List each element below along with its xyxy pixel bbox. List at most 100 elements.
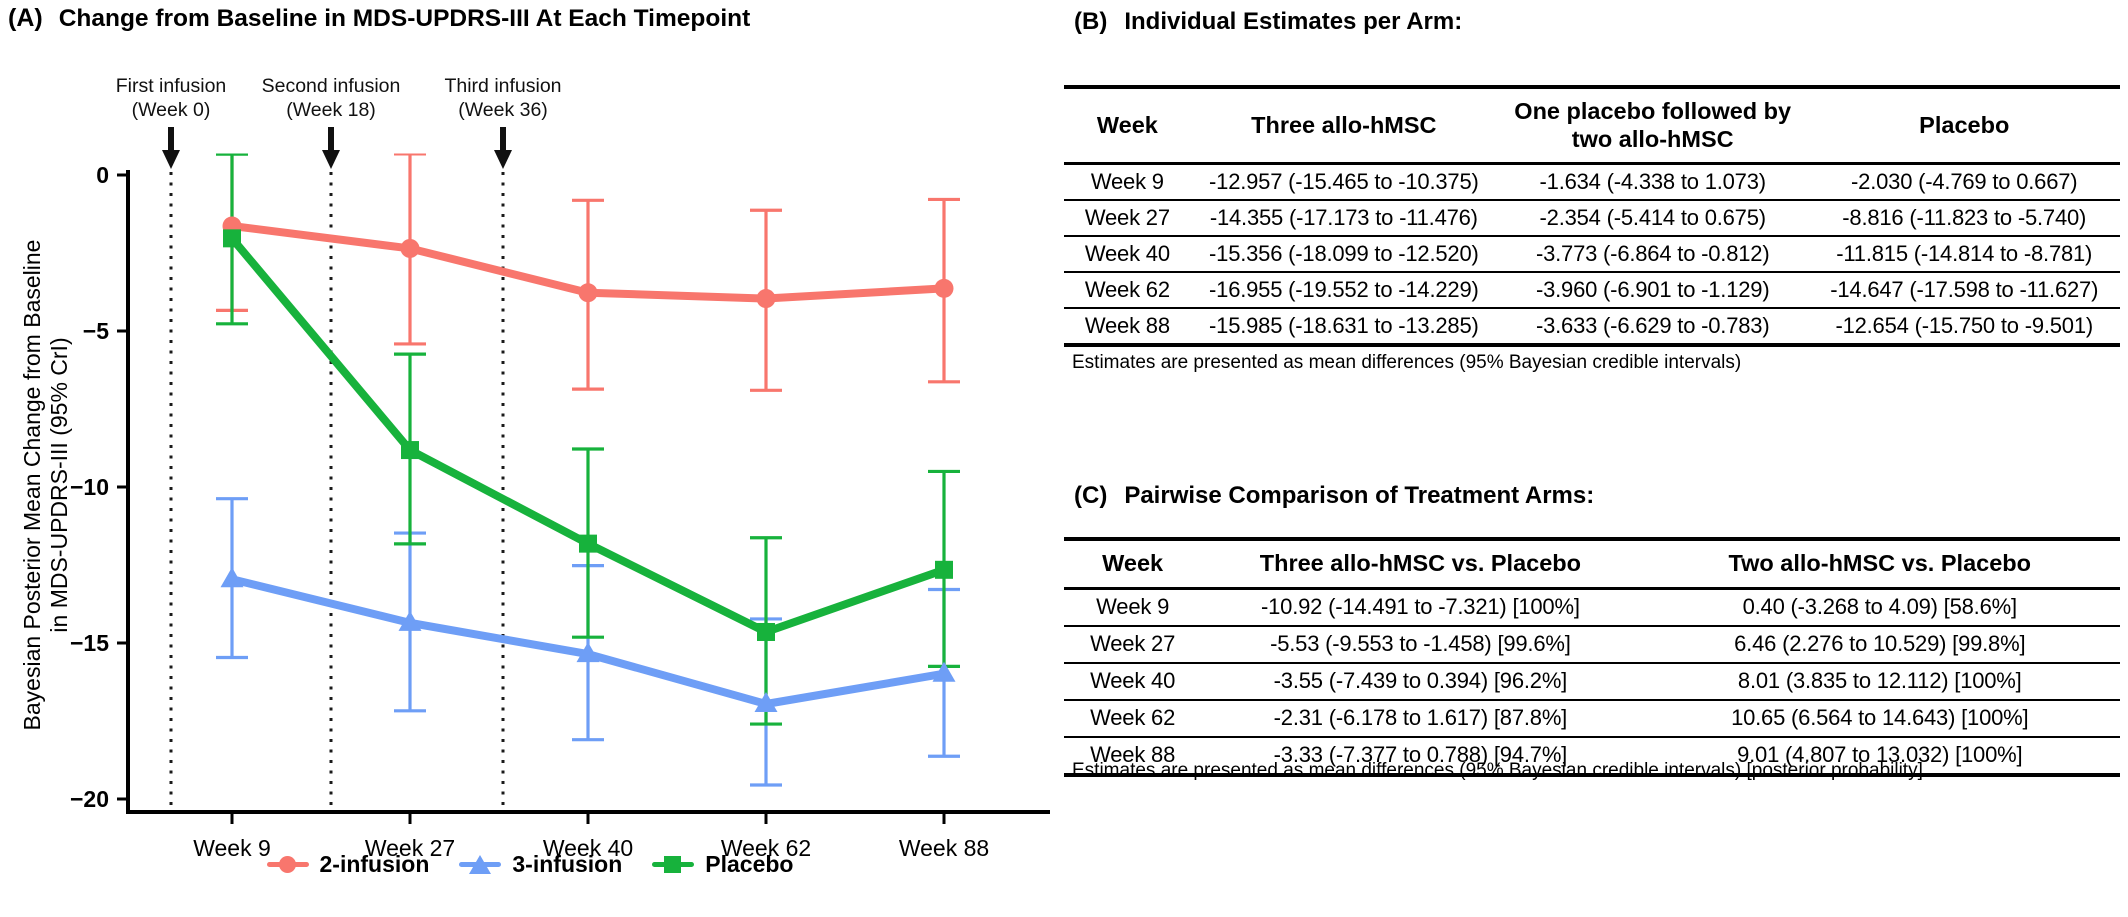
cell-week: Week 27 [1090, 631, 1176, 657]
table-header-row: Week Three allo-hMSC One placebo followe… [1064, 87, 2120, 164]
cell-estimate: -12.654 (-15.750 to -9.501) [1835, 313, 2094, 339]
y-axis-label-line1: Bayesian Posterior Mean Change from Base… [19, 240, 45, 731]
cell-estimate: -1.634 (-4.338 to 1.073) [1539, 169, 1767, 195]
y-tick-label: −15 [70, 630, 109, 656]
table-header-row: Week Three allo-hMSC vs. Placebo Two all… [1064, 539, 2120, 589]
annotation-line1: Third infusion [444, 75, 562, 97]
cell-comparison: -3.33 (-7.377 to 0.788) [94.7%] [1273, 742, 1568, 768]
table-row: Week 9 -10.92 (-14.491 to -7.321) [100%]… [1064, 588, 2120, 626]
cell-week: Week 9 [1090, 169, 1164, 195]
cell-week: Week 88 [1090, 742, 1176, 768]
panel-c-label: (C) [1074, 482, 1108, 509]
infusion-arrow-head-icon [322, 150, 340, 169]
marker-3-infusion [576, 642, 600, 663]
cell-estimate: -3.773 (-6.864 to -0.812) [1535, 241, 1770, 267]
cell-estimate: -3.960 (-6.901 to -1.129) [1535, 277, 1770, 303]
marker-2-infusion [578, 283, 598, 303]
panel-c-title: Pairwise Comparison of Treatment Arms: [1124, 482, 1595, 509]
cell-week: Week 62 [1084, 277, 1170, 303]
col-header-three-vs-placebo: Three allo-hMSC vs. Placebo [1259, 550, 1582, 576]
col-header-week: Week [1096, 111, 1158, 138]
legend-marker-triangle-icon [459, 854, 502, 876]
third-infusion-annotation: Third infusion (Week 36) [403, 74, 603, 123]
panel-a: (A) Change from Baseline in MDS-UPDRS-II… [0, 0, 1060, 917]
legend-label: 3-infusion [512, 851, 623, 877]
x-tick-label: Week 9 [193, 835, 271, 861]
marker-Placebo [757, 622, 775, 641]
first-infusion-annotation: First infusion (Week 0) [71, 74, 271, 123]
cell-comparison: 8.01 (3.835 to 12.112) [100%] [1737, 668, 2022, 694]
cell-estimate: -15.356 (-18.099 to -12.520) [1209, 241, 1479, 267]
cell-estimate: -15.985 (-18.631 to -13.285) [1209, 313, 1479, 339]
table-row: Week 88 -15.985 (-18.631 to -13.285) -3.… [1064, 308, 2120, 345]
x-tick-label: Week 27 [365, 835, 455, 861]
panel-b-footnote: Estimates are presented as mean differen… [1072, 352, 1742, 373]
y-tick-label: −10 [70, 474, 109, 500]
y-tick-label: −5 [83, 318, 109, 344]
annotation-line1: Second infusion [261, 75, 401, 97]
marker-3-infusion [754, 691, 778, 712]
legend-item-3-infusion: 3-infusion [459, 851, 622, 878]
y-tick-label: 0 [96, 162, 109, 188]
marker-2-infusion [400, 238, 420, 258]
panel-a-label: (A) [8, 4, 43, 32]
legend-item-placebo: Placebo [652, 851, 794, 878]
cell-week: Week 40 [1084, 241, 1170, 267]
col-header-week: Week [1102, 550, 1164, 576]
panel-b-title: Individual Estimates per Arm: [1124, 8, 1463, 35]
marker-2-infusion [934, 278, 954, 298]
marker-3-infusion [932, 661, 956, 682]
cell-comparison: 0.40 (-3.268 to 4.09) [58.6%] [1742, 594, 2017, 620]
cell-estimate: -2.354 (-5.414 to 0.675) [1539, 205, 1767, 231]
panel-b-header: (B) Individual Estimates per Arm: [1074, 8, 1462, 36]
y-tick-label: −20 [70, 786, 109, 812]
cell-estimate: -8.816 (-11.823 to -5.740) [1842, 205, 2087, 231]
col-header-three-allo-hmsc: Three allo-hMSC [1251, 111, 1437, 138]
cell-estimate: -16.955 (-19.552 to -14.229) [1209, 277, 1479, 303]
annotation-line2: (Week 0) [131, 99, 211, 122]
table-row: Week 9 -12.957 (-15.465 to -10.375) -1.6… [1064, 164, 2120, 201]
cell-comparison: 9.01 (4.807 to 13.032) [100%] [1737, 742, 2023, 768]
cell-estimate: -14.647 (-17.598 to -11.627) [1830, 277, 2099, 303]
panel-a-title: Change from Baseline in MDS-UPDRS-III At… [58, 5, 751, 32]
cell-comparison: 6.46 (2.276 to 10.529) [99.8%] [1734, 631, 2026, 657]
marker-Placebo [223, 229, 241, 248]
cell-week: Week 27 [1084, 205, 1170, 231]
infusion-arrow-head-icon [494, 150, 512, 169]
panel-c-footnote: Estimates are presented as mean differen… [1072, 760, 1923, 781]
table-row: Week 27 -5.53 (-9.553 to -1.458) [99.6%]… [1064, 626, 2120, 663]
panel-a-header: (A) Change from Baseline in MDS-UPDRS-II… [8, 4, 750, 33]
col-header-two-vs-placebo: Two allo-hMSC vs. Placebo [1728, 550, 2031, 576]
second-infusion-annotation: Second infusion (Week 18) [231, 74, 431, 123]
legend-marker-square-icon [652, 854, 695, 876]
annotation-line1: First infusion [115, 75, 227, 97]
y-axis-label-line2: in MDS-UPDRS-III (95% CrI) [46, 337, 72, 632]
legend-label: Placebo [705, 851, 794, 877]
cell-estimate: -11.815 (-14.814 to -8.781) [1836, 241, 2093, 267]
x-tick-label: Week 40 [543, 835, 633, 861]
mds-updrs-line-chart: 0 −5 −10 −15 −20 Week 9 Week 27 Week 40 Week 62 W… [19, 127, 1050, 861]
cell-comparison: 10.65 (6.564 to 14.643) [100%] [1731, 705, 2029, 731]
marker-3-infusion [220, 567, 244, 588]
infusion-arrow-head-icon [162, 150, 180, 169]
pairwise-comparison-table: Week Three allo-hMSC vs. Placebo Two all… [1064, 537, 2120, 777]
cell-week: Week 62 [1090, 705, 1176, 731]
table-row: Week 40 -15.356 (-18.099 to -12.520) -3.… [1064, 236, 2120, 273]
x-tick-label: Week 88 [899, 835, 989, 861]
cell-week: Week 40 [1090, 668, 1176, 694]
cell-estimate: -2.030 (-4.769 to 0.667) [1851, 169, 2078, 195]
table-row: Week 40 -3.55 (-7.439 to 0.394) [96.2%] … [1064, 663, 2120, 700]
cell-estimate: -3.633 (-6.629 to -0.783) [1535, 313, 1770, 339]
right-column: (B) Individual Estimates per Arm: Week T… [1062, 0, 2128, 917]
chart-legend: 2-infusion 3-infusion Placebo [0, 851, 1060, 878]
cell-week: Week 9 [1096, 594, 1170, 620]
cell-comparison: -5.53 (-9.553 to -1.458) [99.6%] [1270, 631, 1571, 657]
marker-3-infusion [398, 610, 422, 631]
marker-2-infusion [756, 289, 776, 309]
cell-estimate: -14.355 (-17.173 to -11.476) [1209, 205, 1478, 231]
table-row: Week 62 -2.31 (-6.178 to 1.617) [87.8%] … [1064, 700, 2120, 737]
legend-item-2-infusion: 2-infusion [266, 851, 429, 878]
marker-Placebo [579, 534, 597, 553]
plot-area [216, 153, 960, 787]
